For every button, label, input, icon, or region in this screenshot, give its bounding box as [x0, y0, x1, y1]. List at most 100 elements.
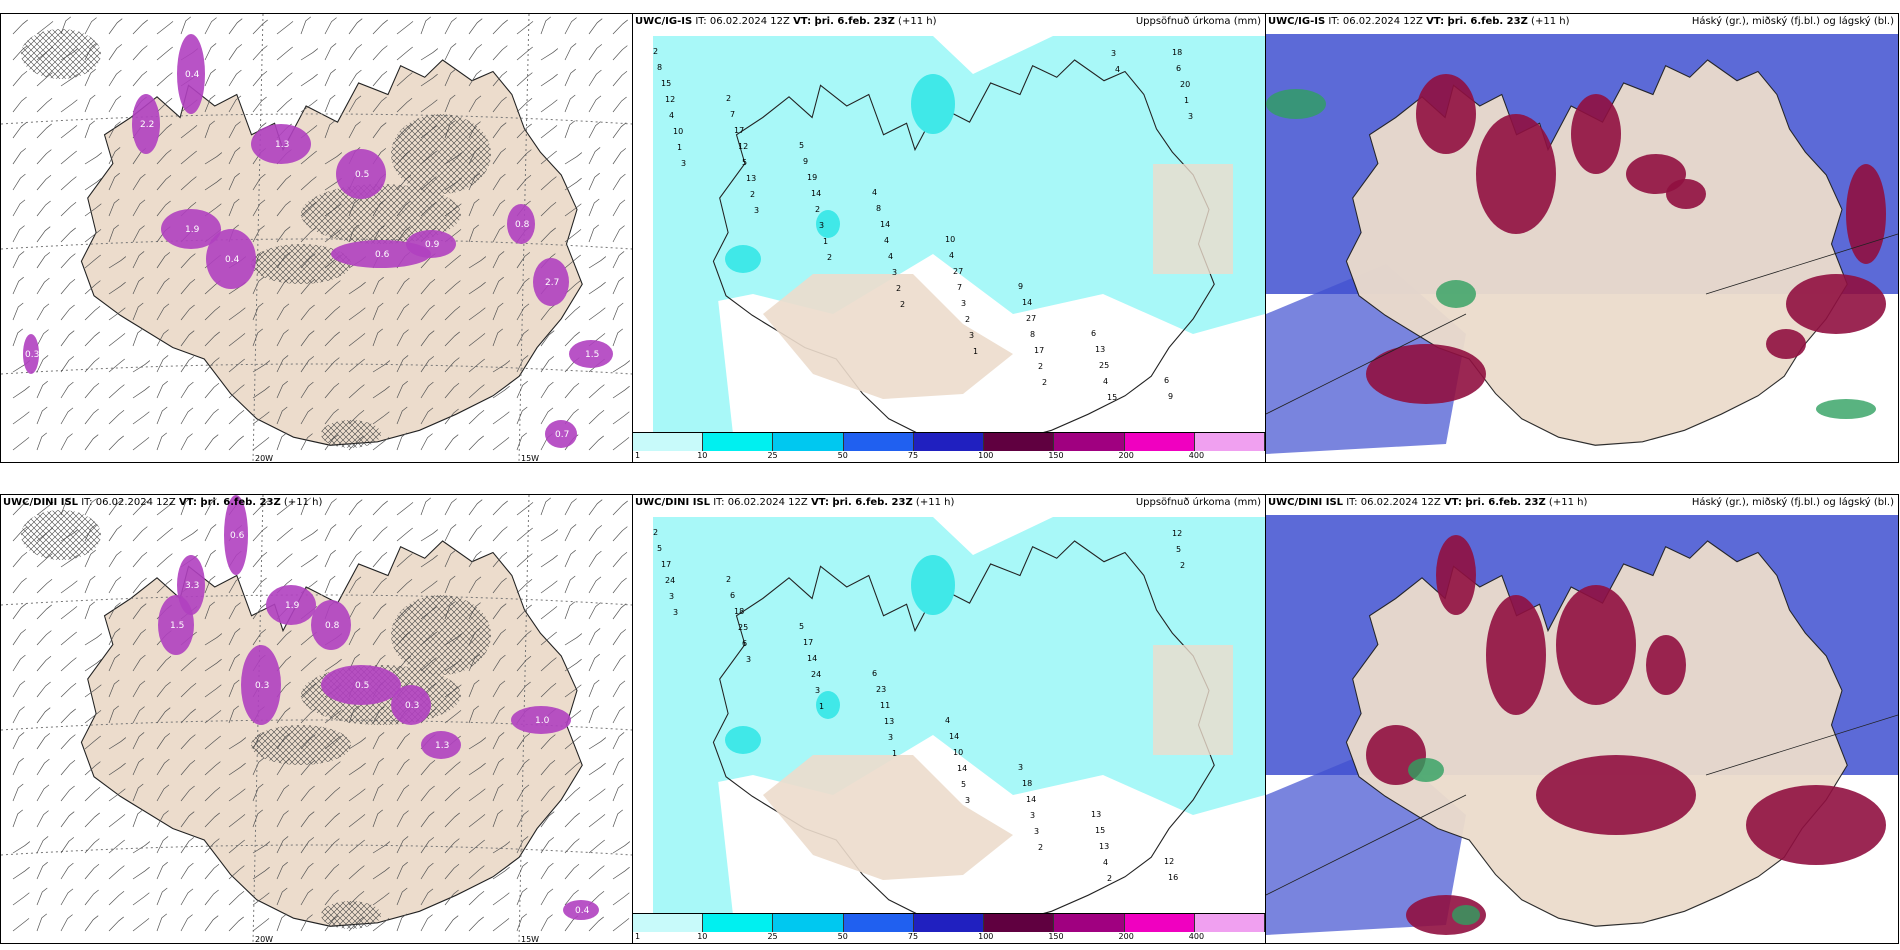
- precip-value-label: 0.4: [575, 906, 590, 916]
- wind-barb: [276, 21, 294, 35]
- wind-barb: [324, 68, 336, 87]
- wind-barb: [372, 122, 387, 139]
- wind-barb: [612, 302, 624, 321]
- wind-barb: [252, 360, 271, 373]
- wind-barb: [492, 841, 511, 854]
- wind-barb: [564, 43, 577, 61]
- wind-barb: [468, 916, 484, 932]
- wind-barb: [156, 72, 173, 87]
- panel-subtitle: Háský (gr.), miðský (fj.bl.) og lágský (…: [1691, 497, 1894, 508]
- wind-barb: [324, 524, 337, 542]
- wind-barb: [132, 328, 144, 347]
- wind-barb: [252, 526, 268, 542]
- wind-barb: [252, 302, 264, 321]
- precip-amount-label: 3: [1030, 811, 1035, 820]
- wind-barb: [108, 653, 120, 672]
- wind-barb: [204, 524, 217, 542]
- wind-barb: [564, 280, 581, 295]
- wind-barb: [564, 383, 580, 399]
- colorbar-segment: [1124, 914, 1195, 932]
- wind-barb: [204, 735, 221, 750]
- lon-label-15w: 15W: [521, 454, 540, 463]
- wind-barb: [516, 329, 529, 347]
- wind-barb: [420, 862, 434, 880]
- snow-hatch-area: [251, 244, 351, 284]
- precip-value-label: 0.5: [355, 681, 369, 691]
- map-wind-top: 0.4 2.2 1.3 0.5 1.9 0.4 0.6 0.9 0.8 2.7 1.5 0.7 0.3: [1, 14, 632, 462]
- wind-barb: [60, 304, 75, 321]
- wind-barb: [156, 758, 170, 776]
- precip-amount-label: 20: [1180, 80, 1190, 89]
- wind-barb: [12, 199, 26, 217]
- wind-barb: [276, 226, 291, 243]
- wind-barb: [396, 758, 410, 776]
- wind-barb: [444, 812, 460, 828]
- wind-barb: [84, 575, 96, 594]
- precip-amount-label: 3: [1111, 49, 1116, 58]
- wind-barb: [396, 733, 411, 750]
- graticule-line: [1266, 794, 1467, 896]
- precip-blob: [158, 595, 194, 655]
- wind-barb: [132, 437, 150, 451]
- wind-barb: [564, 601, 576, 620]
- precip-amount-label: 2: [900, 300, 905, 309]
- wind-barb: [444, 408, 459, 425]
- wind-barb: [492, 918, 510, 932]
- wind-barb: [300, 48, 319, 61]
- snow-hatch-area: [251, 725, 351, 765]
- wind-barb: [420, 554, 438, 568]
- wind-barb: [588, 762, 606, 776]
- heavy-precip-area: [725, 245, 761, 273]
- wind-barb: [180, 497, 192, 516]
- wind-barb: [492, 199, 506, 217]
- wind-barb: [612, 629, 627, 646]
- wind-barb: [36, 656, 52, 672]
- wind-barb: [12, 328, 24, 347]
- wind-barb: [420, 497, 432, 516]
- wind-barb: [468, 550, 482, 568]
- wind-barb: [300, 862, 314, 880]
- precip-amount-label: 4: [945, 716, 950, 725]
- wind-barb: [132, 19, 148, 35]
- iceland-outline: [1345, 540, 1848, 927]
- wind-barb: [12, 866, 30, 880]
- wind-barb: [348, 788, 366, 802]
- wind-barb: [396, 21, 414, 35]
- wind-barb: [12, 411, 30, 425]
- wind-barb: [156, 149, 172, 165]
- wind-barb: [468, 198, 480, 217]
- colorbar-segment: [1194, 433, 1265, 451]
- wind-barb: [564, 761, 581, 776]
- precip-amount-label: 2: [1042, 378, 1047, 387]
- wind-barb: [180, 683, 197, 698]
- wind-barb: [564, 735, 581, 750]
- wind-barb: [516, 861, 528, 880]
- wind-barb: [516, 733, 531, 750]
- wind-barb: [252, 45, 268, 61]
- wind-barb: [612, 654, 626, 672]
- wind-barb: [492, 757, 504, 776]
- wind-barb: [516, 836, 529, 854]
- precip-amount-label: 5: [961, 780, 966, 789]
- wind-barb: [564, 17, 577, 35]
- wind-barb: [492, 732, 505, 750]
- wind-barb: [372, 71, 388, 87]
- precip-colorbar: [633, 913, 1265, 932]
- latitude-line: [1, 113, 632, 125]
- wind-barb: [468, 224, 480, 243]
- wind-barb: [60, 227, 76, 243]
- wind-barb: [300, 176, 317, 191]
- wind-barb: [276, 784, 290, 802]
- wind-barb: [612, 328, 624, 347]
- panel-clouds-bottom: UWC/DINI ISL IT: 06.02.2024 12Z VT: þri.…: [1265, 494, 1899, 944]
- wind-barb: [300, 888, 314, 906]
- wind-barb: [492, 276, 504, 295]
- wind-barb: [252, 19, 268, 35]
- wind-barb: [444, 710, 462, 724]
- high-cloud-area: [1486, 595, 1546, 715]
- precip-amount-label: 5: [1176, 545, 1181, 554]
- wind-barb: [36, 502, 54, 516]
- wind-barb: [540, 356, 555, 373]
- wind-barb: [348, 281, 366, 295]
- wind-barb: [252, 783, 264, 802]
